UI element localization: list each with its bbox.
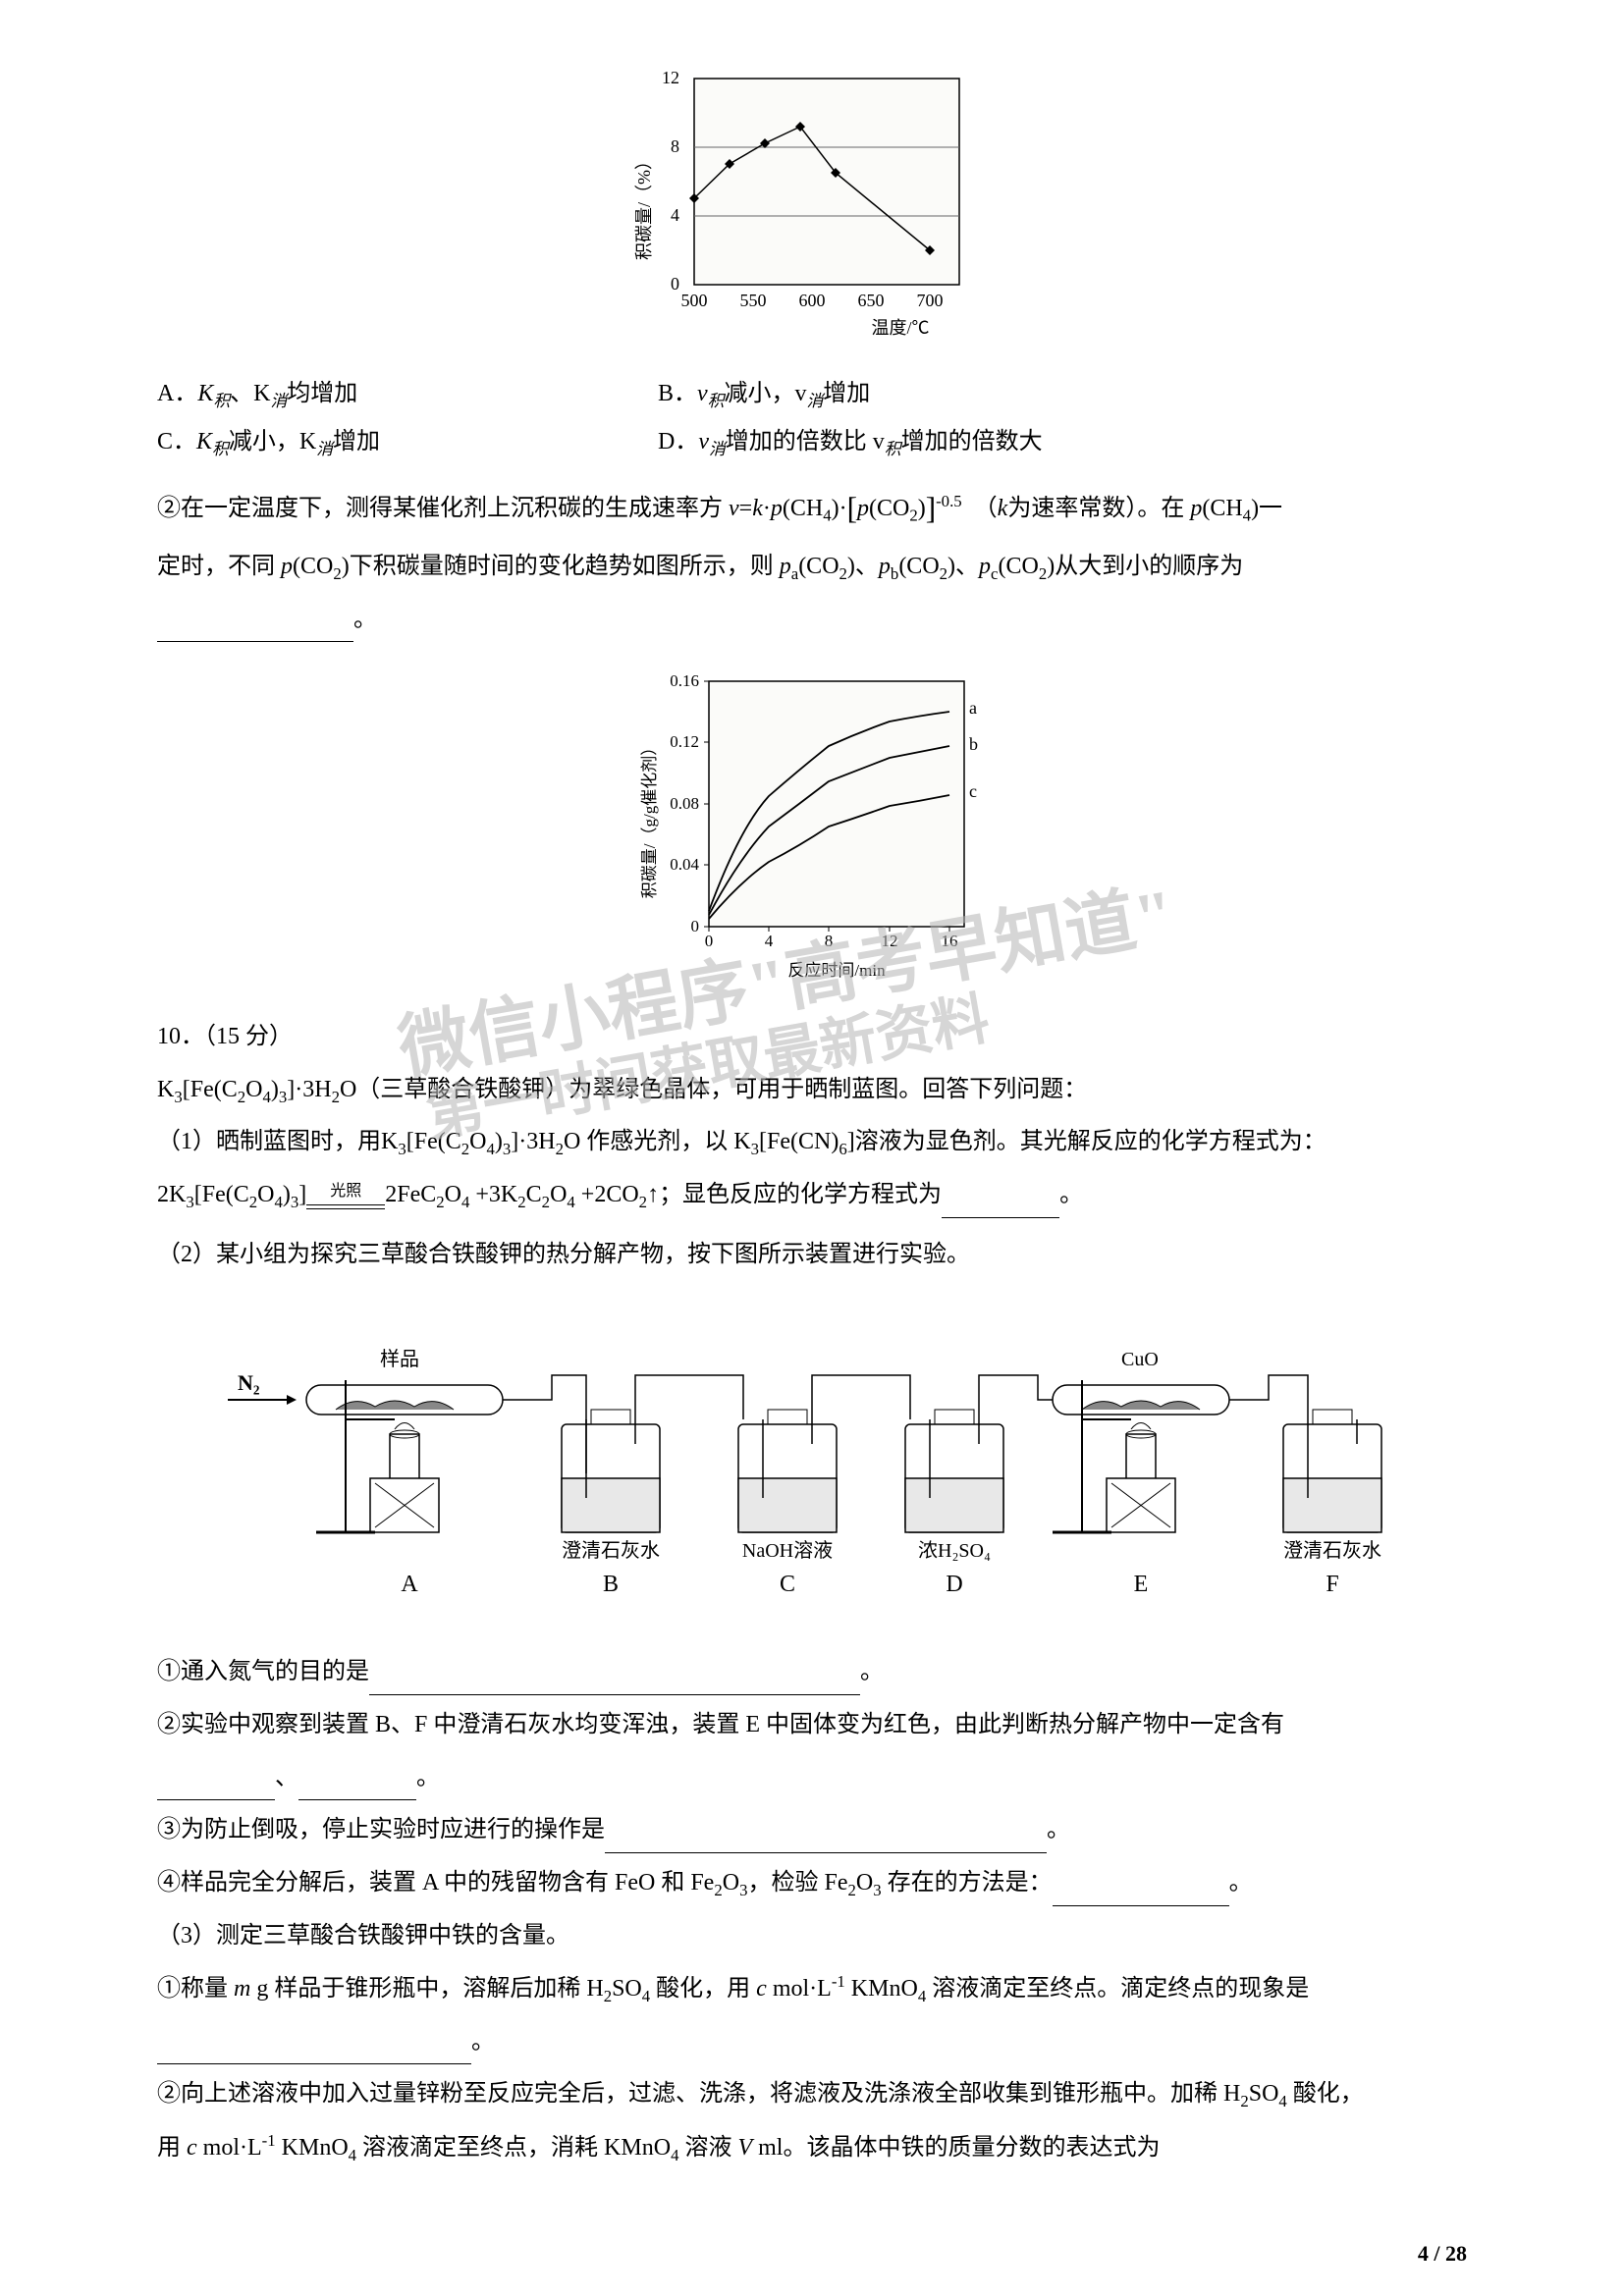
chart2-container: 0 0.04 0.08 0.12 0.16 0 4 8 12 16 积碳量/（g… [157,662,1467,995]
svg-text:样品: 样品 [380,1348,419,1370]
svg-text:0.08: 0.08 [670,794,699,813]
q10-part1: （1）晒制蓝图时，用K3[Fe(C2O4)3]·3H2O 作感光剂，以 K3[F… [157,1120,1467,1165]
svg-text:温度/℃: 温度/℃ [871,318,929,338]
subq-2b: 、。 [157,1756,1467,1801]
subq-4: ④样品完全分解后，装置 A 中的残留物含有 FeO 和 Fe2O3，检验 Fe2… [157,1861,1467,1906]
q10-number: 10．（15 分） [157,1015,1467,1060]
blank-answer-5[interactable] [605,1825,1047,1853]
svg-text:E: E [1134,1572,1149,1597]
blank-answer-6[interactable] [1053,1878,1229,1906]
svg-text:b: b [969,734,978,754]
q10-part2: （2）某小组为探究三草酸合铁酸钾的热分解产物，按下图所示装置进行实验。 [157,1233,1467,1278]
para2-blank: 。 [157,598,1467,643]
subq-1: ①通入氮气的目的是。 [157,1650,1467,1695]
option-C: C．K积减小，K消增加 [157,421,599,459]
blank-answer-3[interactable] [369,1667,860,1695]
svg-text:0: 0 [705,932,714,950]
chart1: 0 4 8 12 500 550 600 650 700 积碳量/（%） 温度/… [625,59,999,353]
q10-equation: 2K3[Fe(C2O4)3]光照2FeC2O4 +3K2C2O4 +2CO2↑；… [157,1173,1467,1218]
blank-answer-2[interactable] [942,1190,1059,1218]
svg-text:澄清石灰水: 澄清石灰水 [1283,1539,1381,1562]
reaction-arrow: 光照 [306,1181,385,1210]
svg-text:c: c [969,781,977,801]
page-number: 4 / 28 [1418,2241,1467,2267]
blank-answer-4a[interactable] [157,1772,275,1800]
options-row-1: A．K积、K消均增加 B．v积减小，v消增加 [157,373,1467,411]
apparatus-diagram: N₂ 样品 [157,1307,1467,1640]
blank-answer-7[interactable] [157,2037,471,2065]
svg-text:600: 600 [799,291,826,310]
svg-text:D: D [946,1572,962,1597]
subq-part3: （3）测定三草酸合铁酸钾中铁的含量。 [157,1914,1467,1959]
blank-answer-4b[interactable] [298,1772,416,1800]
svg-text:0.16: 0.16 [670,671,699,690]
svg-text:浓H₂SO₄: 浓H₂SO₄ [918,1539,991,1562]
svg-text:0: 0 [691,917,700,935]
svg-text:积碳量/（g/g催化剂）: 积碳量/（g/g催化剂） [640,739,659,898]
para2-line2: 定时，不同 p(CO2)下积碳量随时间的变化趋势如图所示，则 pa(CO2)、p… [157,545,1467,590]
svg-text:C: C [780,1572,795,1597]
svg-text:a: a [969,698,977,718]
svg-text:4: 4 [765,932,774,950]
svg-text:4: 4 [671,205,679,225]
svg-text:CuO: CuO [1121,1349,1159,1370]
svg-text:0.04: 0.04 [670,855,699,874]
svg-text:650: 650 [858,291,885,310]
option-D: D．v消增加的倍数比 v积增加的倍数大 [658,421,1043,459]
svg-text:澄清石灰水: 澄清石灰水 [562,1539,660,1562]
subq-6b: 用 c mol·L-1 KMnO4 溶液滴定至终点，消耗 KMnO4 溶液 V … [157,2125,1467,2171]
svg-text:12: 12 [662,68,679,87]
svg-text:N₂: N₂ [238,1370,260,1395]
subq-3: ③为防止倒吸，停止实验时应进行的操作是。 [157,1808,1467,1853]
svg-text:积碳量/（%）: 积碳量/（%） [634,152,654,260]
option-A: A．K积、K消均增加 [157,373,599,411]
svg-text:反应时间/min: 反应时间/min [787,961,886,980]
para2-line1: ②在一定温度下，测得某催化剂上沉积碳的生成速率方 v=k·p(CH4)·[p(C… [157,479,1467,537]
svg-text:700: 700 [917,291,944,310]
svg-text:0: 0 [671,274,679,294]
apparatus-svg: N₂ 样品 [198,1307,1426,1640]
subq-6: ②向上述溶液中加入过量锌粉至反应完全后，过滤、洗涤，将滤液及洗涤液全部收集到锥形… [157,2072,1467,2117]
svg-text:NaOH溶液: NaOH溶液 [742,1539,833,1562]
options-row-2: C．K积减小，K消增加 D．v消增加的倍数比 v积增加的倍数大 [157,421,1467,459]
option-B: B．v积减小，v消增加 [658,373,870,411]
q10-intro: K3[Fe(C2O4)3]·3H2O（三草酸合铁酸钾）为翠绿色晶体，可用于晒制蓝… [157,1068,1467,1113]
svg-text:550: 550 [740,291,767,310]
svg-text:B: B [603,1572,619,1597]
svg-text:8: 8 [671,136,679,156]
svg-text:16: 16 [942,932,958,950]
subq-5b: 。 [157,2020,1467,2065]
svg-text:A: A [401,1572,418,1597]
blank-answer-1[interactable] [157,614,353,642]
chart1-svg: 0 4 8 12 500 550 600 650 700 积碳量/（%） 温度/… [625,59,999,353]
chart2: 0 0.04 0.08 0.12 0.16 0 4 8 12 16 积碳量/（g… [625,662,999,995]
svg-text:F: F [1326,1572,1338,1597]
svg-text:12: 12 [882,932,898,950]
chart1-container: 0 4 8 12 500 550 600 650 700 积碳量/（%） 温度/… [157,59,1467,353]
svg-text:8: 8 [825,932,834,950]
svg-text:0.12: 0.12 [670,732,699,751]
subq-5: ①称量 m g 样品于锥形瓶中，溶解后加稀 H2SO4 酸化，用 c mol·L… [157,1966,1467,2012]
subq-2: ②实验中观察到装置 B、F 中澄清石灰水均变浑浊，装置 E 中固体变为红色，由此… [157,1703,1467,1748]
chart2-svg: 0 0.04 0.08 0.12 0.16 0 4 8 12 16 积碳量/（g… [625,662,999,995]
svg-text:500: 500 [681,291,708,310]
